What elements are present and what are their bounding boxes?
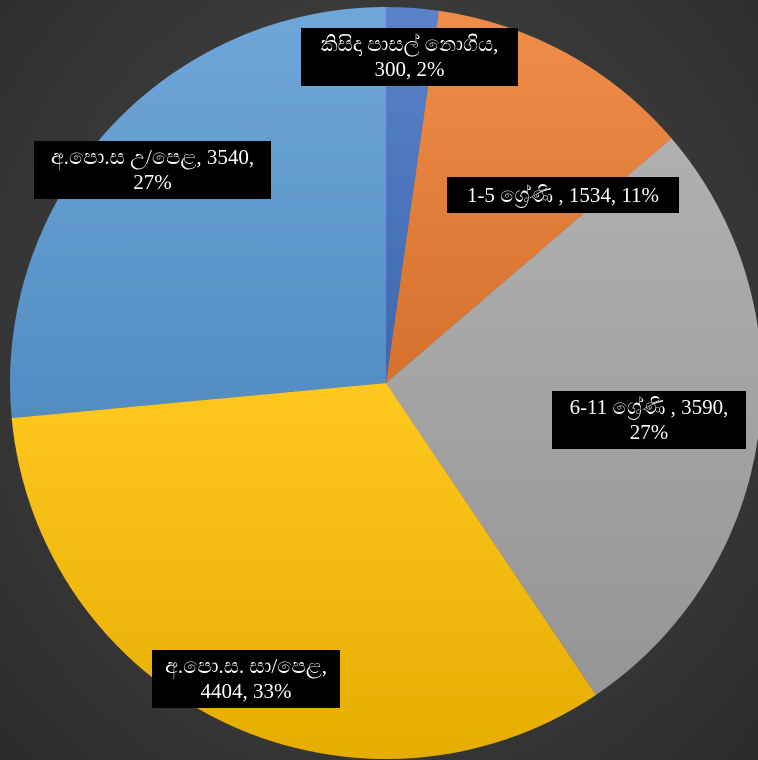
data-label-grade-6-11-line2: 27%: [629, 420, 669, 444]
data-label-not-schooled: කිසිදා පාසල් නොගිය, 300, 2%: [301, 28, 518, 86]
data-label-grade-1-5: 1-5 ශ්‍රේණි , 1534, 11%: [447, 177, 679, 213]
data-label-al: අ.පො.ස උ/පෙළ, 3540, 27%: [34, 141, 271, 199]
data-label-grade-6-11-line1: 6-11 ශ්‍රේණි , 3590,: [569, 395, 729, 419]
data-label-al-line1: අ.පො.ස උ/පෙළ, 3540,: [50, 145, 255, 169]
pie-slices: [10, 7, 758, 760]
data-label-grade-1-5-line1: 1-5 ශ්‍රේණි , 1534, 11%: [466, 183, 660, 207]
data-label-ol-line1: අ.පො.ස. සා/පෙළ,: [164, 654, 328, 678]
data-label-ol: අ.පො.ස. සා/පෙළ, 4404, 33%: [152, 650, 340, 708]
data-label-not-schooled-line2: 300, 2%: [374, 57, 445, 81]
data-label-ol-line2: 4404, 33%: [200, 679, 292, 703]
pie-slice-4: [10, 7, 386, 418]
data-label-al-line2: 27%: [133, 170, 172, 194]
data-label-not-schooled-line1: කිසිදා පාසල් නොගිය,: [320, 32, 499, 56]
data-label-grade-6-11: 6-11 ශ්‍රේණි , 3590, 27%: [552, 391, 746, 449]
pie-slice-0: [386, 7, 439, 383]
